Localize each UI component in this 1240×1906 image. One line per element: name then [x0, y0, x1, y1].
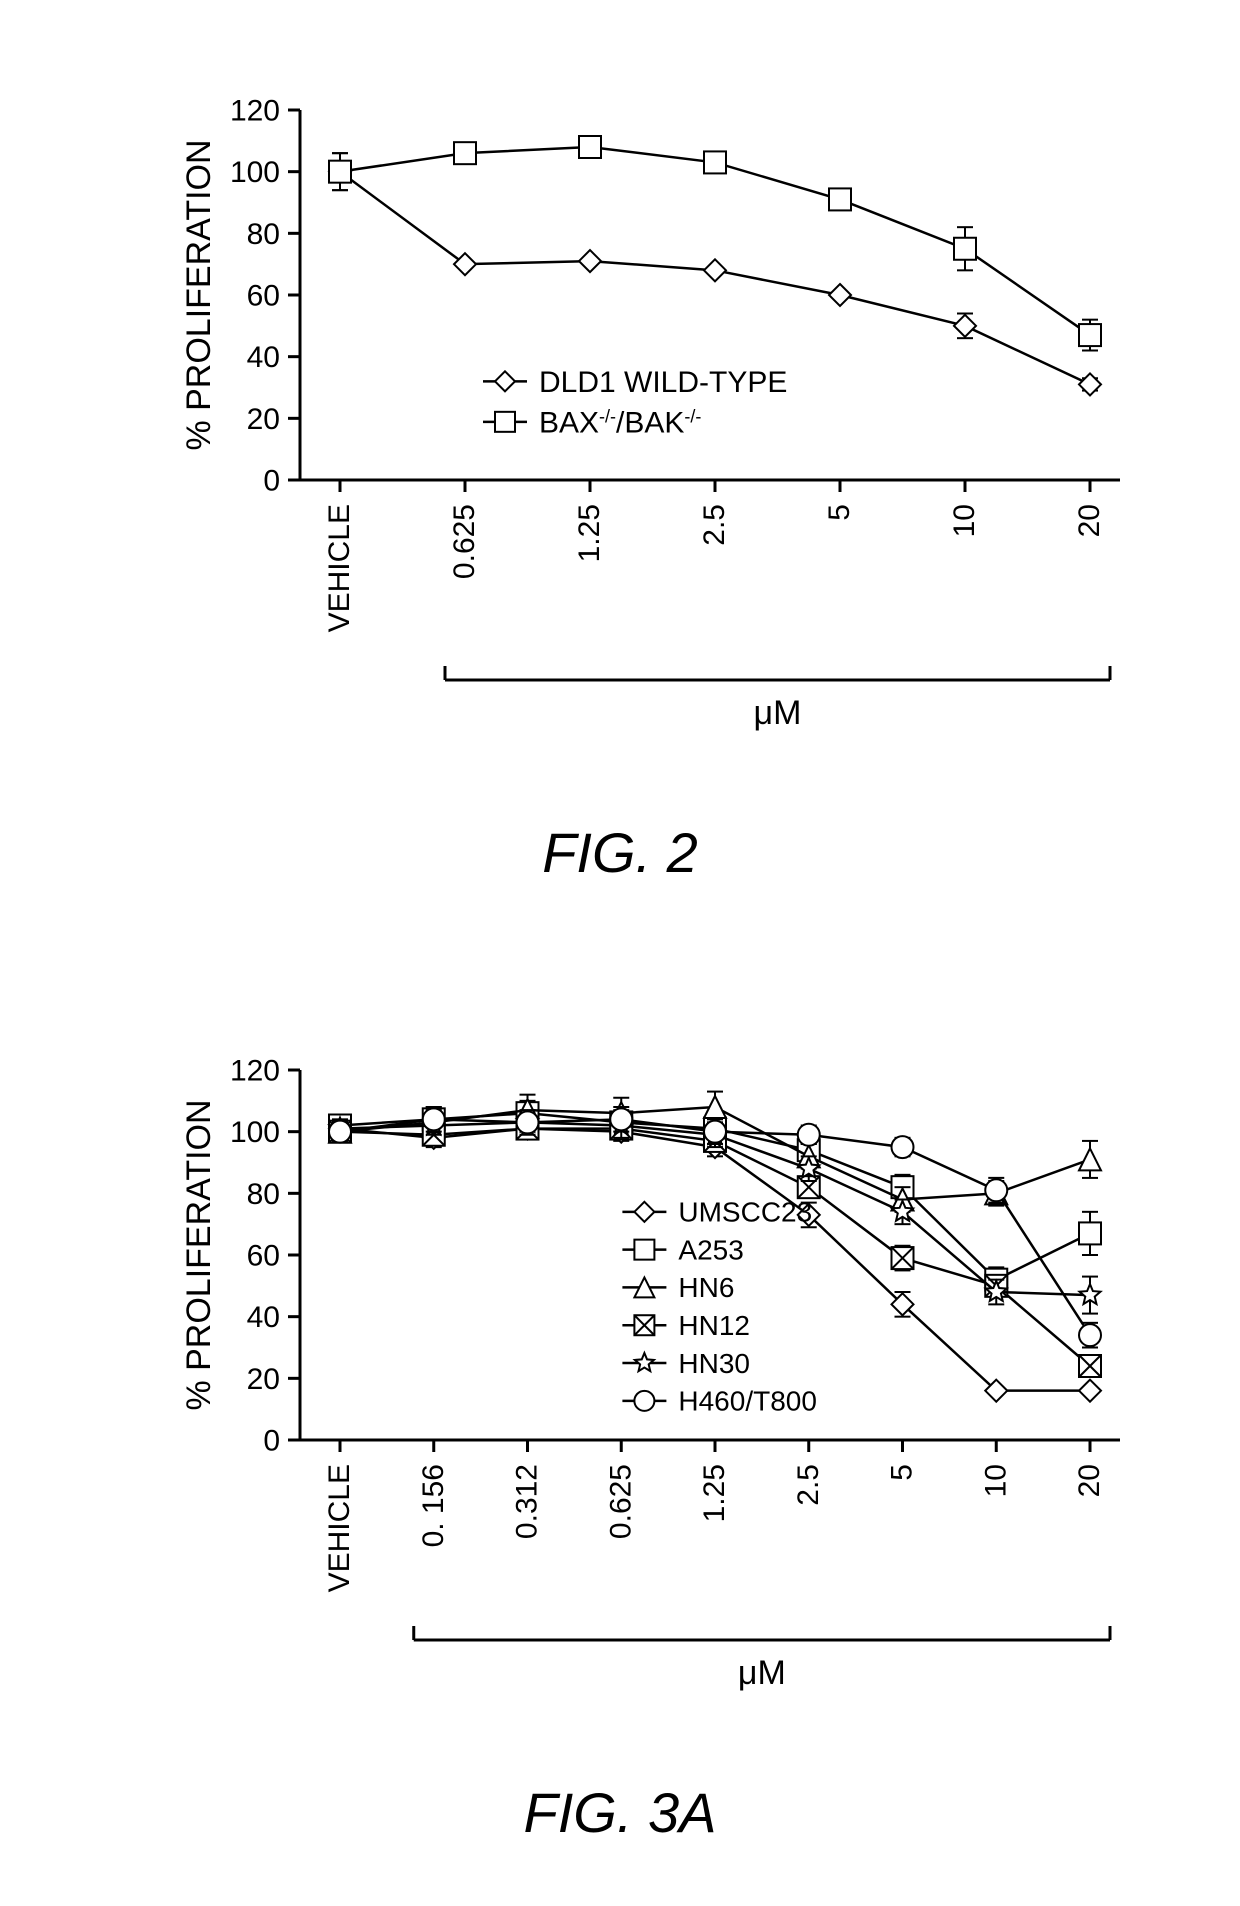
- svg-text:120: 120: [230, 1055, 280, 1088]
- svg-text:0.625: 0.625: [448, 504, 481, 579]
- svg-text:20: 20: [247, 403, 280, 436]
- svg-text:100: 100: [230, 156, 280, 189]
- svg-text:H460/T800: H460/T800: [678, 1386, 817, 1417]
- svg-text:HN30: HN30: [678, 1348, 750, 1379]
- svg-text:1.25: 1.25: [573, 504, 606, 562]
- svg-text:0. 156: 0. 156: [417, 1464, 450, 1547]
- svg-text:5: 5: [886, 1464, 919, 1481]
- svg-text:2.5: 2.5: [698, 504, 731, 546]
- svg-text:0: 0: [263, 465, 280, 498]
- fig3a-caption: FIG. 3A: [0, 1780, 1240, 1845]
- svg-text:% PROLIFERATION: % PROLIFERATION: [180, 139, 218, 450]
- svg-text:HN12: HN12: [678, 1310, 750, 1341]
- svg-text:1.25: 1.25: [698, 1464, 731, 1522]
- svg-text:20: 20: [1073, 504, 1106, 537]
- fig2-svg: 0 20 40 60 80 100 120 VEHICLE 0.625 1.25 2.5 5 10 20%…: [0, 40, 1240, 800]
- svg-text:HN6: HN6: [678, 1272, 734, 1303]
- svg-text:40: 40: [247, 1301, 280, 1334]
- svg-text:2.5: 2.5: [792, 1464, 825, 1506]
- svg-text:80: 80: [247, 218, 280, 251]
- svg-text:μM: μM: [754, 694, 802, 732]
- svg-text:0: 0: [263, 1425, 280, 1458]
- svg-text:0.625: 0.625: [604, 1464, 637, 1539]
- fig2-caption: FIG. 2: [0, 820, 1240, 885]
- svg-text:UMSCC23: UMSCC23: [678, 1197, 812, 1228]
- svg-text:60: 60: [247, 1240, 280, 1273]
- svg-text:0.312: 0.312: [511, 1464, 544, 1539]
- svg-text:120: 120: [230, 95, 280, 128]
- svg-text:5: 5: [823, 504, 856, 521]
- svg-text:100: 100: [230, 1116, 280, 1149]
- page: 020406080100120VEHICLE0.6251.252.551020%…: [0, 0, 1240, 1906]
- svg-text:20: 20: [1073, 1464, 1106, 1497]
- svg-text:DLD1 WILD-TYPE: DLD1 WILD-TYPE: [539, 366, 787, 399]
- svg-text:10: 10: [979, 1464, 1012, 1497]
- svg-text:A253: A253: [678, 1234, 743, 1265]
- figure-3a: 0 20 40 60 80 100 120 VEHICLE 0. 156 0.312 0.625 1.…: [0, 1000, 1240, 1845]
- svg-text:BAX-/-/BAK-/-: BAX-/-/BAK-/-: [539, 406, 701, 439]
- svg-text:VEHICLE: VEHICLE: [323, 504, 356, 632]
- figure-2: 0 20 40 60 80 100 120 VEHICLE 0.625 1.25 2.5 5 10 20%…: [0, 40, 1240, 885]
- svg-text:% PROLIFERATION: % PROLIFERATION: [180, 1099, 218, 1410]
- fig3a-svg: 0 20 40 60 80 100 120 VEHICLE 0. 156 0.312 0.625 1.…: [0, 1000, 1240, 1760]
- svg-text:40: 40: [247, 341, 280, 374]
- svg-text:80: 80: [247, 1178, 280, 1211]
- svg-text:20: 20: [247, 1363, 280, 1396]
- svg-text:10: 10: [948, 504, 981, 537]
- svg-text:μM: μM: [738, 1654, 786, 1692]
- svg-text:60: 60: [247, 280, 280, 313]
- svg-text:VEHICLE: VEHICLE: [323, 1464, 356, 1592]
